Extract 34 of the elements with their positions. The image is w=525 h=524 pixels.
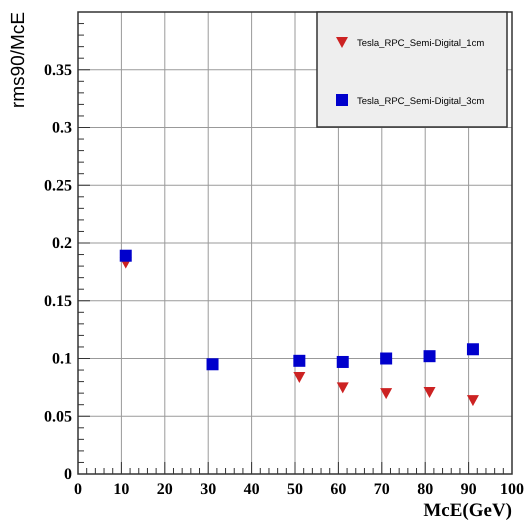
legend-label: Tesla_RPC_Semi-Digital_1cm [357, 38, 484, 49]
point [380, 388, 392, 400]
y-tick-label: 0.3 [52, 120, 72, 136]
point [293, 354, 306, 367]
y-tick-label: 0.05 [44, 408, 72, 426]
point [466, 395, 479, 406]
legend-label: Tesla_RPC_Semi-Digital_3cm [357, 96, 484, 107]
y-tick-label: 0.25 [44, 177, 72, 194]
x-tick-label: 20 [156, 481, 173, 498]
point [424, 386, 436, 398]
y-tick-label: 0.1 [52, 350, 72, 368]
x-tick-label: 30 [200, 481, 216, 498]
x-tick-label: 100 [500, 481, 524, 498]
point [206, 358, 219, 370]
point [466, 343, 479, 356]
x-tick-label: 70 [374, 481, 390, 498]
y-tick-label: 0.2 [52, 235, 72, 252]
point [336, 356, 349, 368]
x-tick-label: 90 [460, 481, 477, 498]
x-tick-label: 40 [244, 481, 260, 498]
x-tick-label: 50 [287, 481, 303, 498]
point [424, 350, 436, 362]
y-tick-label: 0.35 [44, 62, 72, 79]
y-axis-title: rms90/McE [8, 12, 29, 108]
point [120, 250, 132, 262]
point [380, 352, 392, 364]
point [293, 372, 306, 383]
x-tick-label: 10 [113, 481, 130, 498]
y-tick-label: 0.15 [44, 292, 72, 310]
y-tick-label: 0 [64, 466, 72, 483]
point [336, 382, 349, 394]
x-axis-title: McE(GeV) [423, 500, 512, 521]
x-tick-label: 80 [417, 481, 434, 498]
x-tick-label: 60 [330, 481, 346, 498]
